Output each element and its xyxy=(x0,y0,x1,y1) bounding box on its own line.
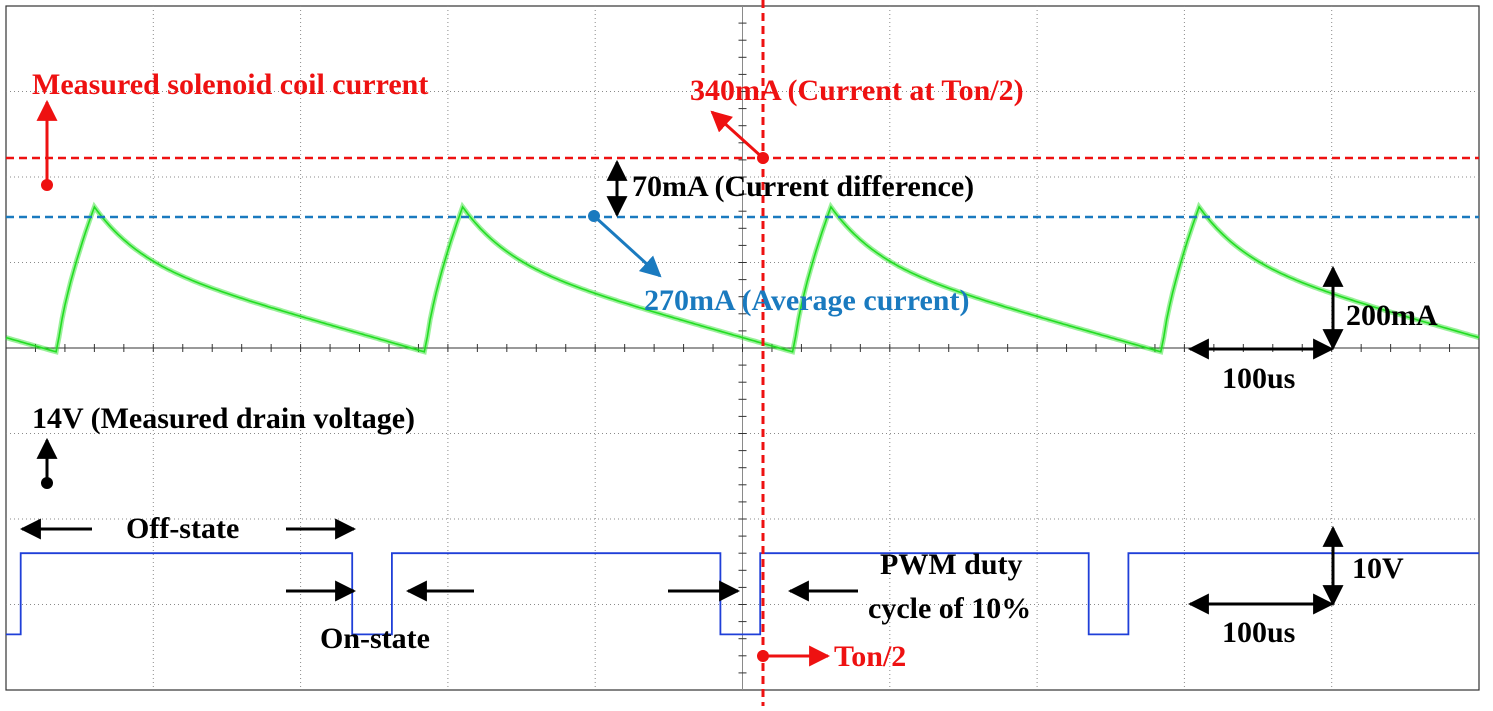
peak-current-arrow xyxy=(710,110,765,160)
average-current-label: 270mA (Average current) xyxy=(644,284,969,317)
drain-voltage-label: 14V (Measured drain voltage) xyxy=(32,402,415,435)
peak-current-label: 340mA (Current at Ton/2) xyxy=(690,74,1024,107)
voltage-scale-label: 10V xyxy=(1352,552,1404,585)
current-scale-label: 200mA xyxy=(1346,299,1438,332)
off-state-label: Off-state xyxy=(126,512,239,545)
on-state-label: On-state xyxy=(320,622,430,655)
voltage-time-scale-label: 100us xyxy=(1222,616,1295,649)
reference-lines xyxy=(6,0,1479,706)
ton-half-marker-label: Ton/2 xyxy=(834,640,906,673)
annotation-arrows xyxy=(19,99,1344,667)
duty-cycle-label-line2: cycle of 10% xyxy=(868,592,1031,625)
average-current-arrow xyxy=(592,214,662,278)
coil-current-trace xyxy=(5,205,1480,353)
coil-current-label: Measured solenoid coil current xyxy=(32,68,428,101)
current-difference-label: 70mA (Current difference) xyxy=(632,170,974,203)
duty-cycle-label-line1: PWM duty xyxy=(880,548,1023,581)
current-time-scale-label: 100us xyxy=(1222,362,1295,395)
